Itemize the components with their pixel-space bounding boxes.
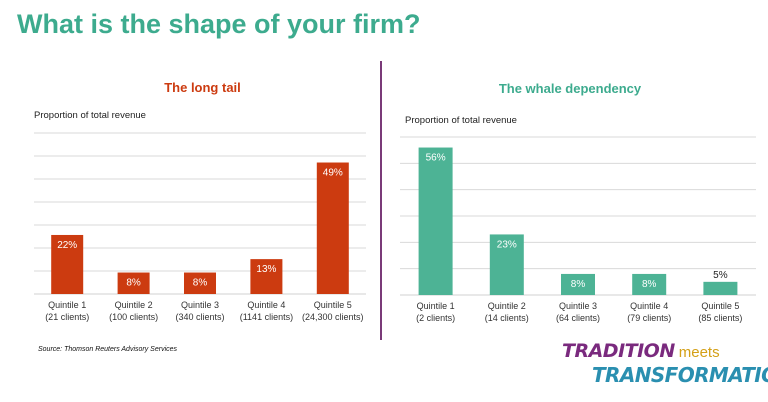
left-chart-title: The long tail: [164, 80, 241, 95]
tick-label: (64 clients): [556, 313, 600, 323]
bar: [418, 147, 453, 295]
left-chart-ylabel: Proportion of total revenue: [34, 110, 146, 121]
tick-label: Quintile 4: [630, 301, 668, 311]
tick-label: Quintile 2: [115, 300, 153, 310]
bar: [489, 234, 524, 295]
tick-label: (1141 clients): [240, 312, 293, 322]
data-label: 8%: [571, 279, 586, 290]
data-label: 56%: [426, 153, 446, 164]
tick-label: Quintile 2: [488, 301, 526, 311]
bar: [250, 259, 283, 294]
data-label: 8%: [193, 278, 208, 289]
data-label: 23%: [497, 239, 517, 250]
tick-label: Quintile 3: [559, 301, 597, 311]
data-label: 8%: [126, 278, 141, 289]
data-label: 13%: [256, 264, 276, 275]
tick-label: Quintile 5: [314, 300, 352, 310]
tick-label: (340 clients): [175, 312, 224, 322]
logo-word-transformation: TRANSFORMATION: [592, 363, 768, 387]
bar: [632, 273, 667, 295]
chart-divider: [380, 61, 382, 340]
tick-label: (14 clients): [485, 313, 529, 323]
right-chart-title: The whale dependency: [498, 81, 642, 96]
bar: [117, 272, 150, 294]
bar: [51, 234, 84, 294]
tick-label: (79 clients): [627, 313, 671, 323]
tick-label: Quintile 5: [701, 301, 739, 311]
tick-label: (2 clients): [416, 313, 455, 323]
tick-label: (85 clients): [698, 313, 742, 323]
tick-label: Quintile 1: [48, 300, 86, 310]
source-note: Source: Thomson Reuters Advisory Service…: [38, 346, 178, 353]
bar: [316, 162, 349, 294]
tick-label: Quintile 1: [417, 301, 455, 311]
tick-label: (21 clients): [45, 312, 89, 322]
page-title: What is the shape of your firm?: [17, 9, 421, 39]
right-chart-ylabel: Proportion of total revenue: [405, 115, 517, 126]
data-label: 5%: [713, 270, 728, 281]
bar: [561, 273, 595, 295]
tick-label: (100 clients): [109, 312, 158, 322]
tick-label: (24,300 clients): [302, 312, 364, 322]
bar: [184, 272, 216, 294]
data-label: 22%: [57, 240, 77, 251]
tick-label: Quintile 3: [181, 300, 219, 310]
data-label: 8%: [642, 279, 657, 290]
data-label: 49%: [323, 168, 343, 179]
logo-word-meets: meets: [678, 344, 720, 361]
logo-word-tradition: TRADITION: [562, 340, 675, 362]
bar: [703, 281, 738, 295]
tick-label: Quintile 4: [247, 300, 285, 310]
